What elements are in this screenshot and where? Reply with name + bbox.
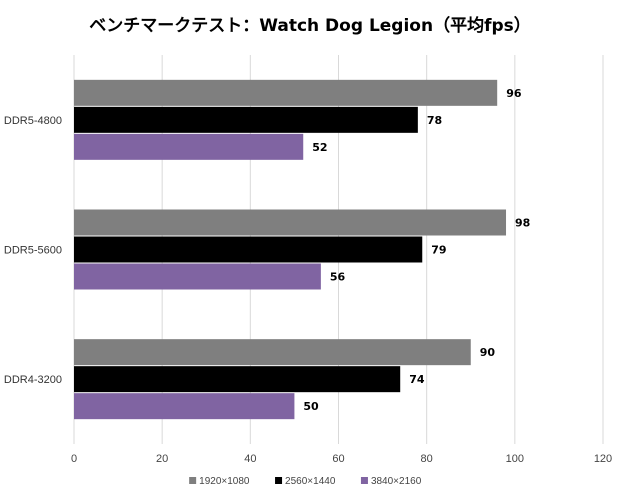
data-label: 78 bbox=[427, 114, 442, 127]
legend-label: 1920×1080 bbox=[199, 476, 250, 487]
bar bbox=[74, 236, 423, 263]
data-label: 90 bbox=[480, 346, 496, 359]
bar bbox=[74, 393, 295, 420]
legend-swatch bbox=[275, 477, 283, 484]
bars bbox=[74, 79, 507, 420]
x-tick-label: 20 bbox=[156, 453, 168, 465]
x-tick-label: 100 bbox=[506, 453, 524, 465]
data-label: 52 bbox=[312, 141, 327, 154]
data-label: 74 bbox=[409, 373, 425, 386]
chart-title: ベンチマークテスト：Watch Dog Legion（平均fps） bbox=[89, 15, 531, 36]
x-tick-label: 60 bbox=[332, 453, 344, 465]
bar bbox=[74, 106, 418, 133]
category-label: DDR5-5600 bbox=[4, 245, 62, 257]
data-label: 56 bbox=[330, 271, 346, 284]
legend: 1920×1080 2560×1440 3840×2160 bbox=[189, 476, 422, 487]
bar bbox=[74, 79, 498, 106]
labels: 0 20 40 60 80 100 120 DDR5-4800 96 78 52 DDR5-5600 9… bbox=[4, 87, 612, 465]
category-label: DDR5-4800 bbox=[4, 115, 62, 127]
legend-label: 3840×2160 bbox=[371, 476, 422, 487]
bar bbox=[74, 339, 471, 366]
x-tick-label: 40 bbox=[244, 453, 256, 465]
legend-label: 2560×1440 bbox=[285, 476, 336, 487]
data-label: 98 bbox=[515, 217, 530, 230]
legend-swatch bbox=[360, 477, 368, 484]
bar bbox=[74, 366, 401, 393]
data-label: 50 bbox=[303, 400, 319, 413]
x-tick-label: 120 bbox=[594, 453, 612, 465]
x-tick-label: 0 bbox=[71, 453, 77, 465]
category-label: DDR4-3200 bbox=[4, 374, 62, 386]
legend-swatch bbox=[189, 477, 197, 484]
bar bbox=[74, 263, 321, 290]
bar bbox=[74, 209, 507, 236]
x-tick-label: 80 bbox=[421, 453, 433, 465]
data-label: 79 bbox=[431, 244, 446, 257]
data-label: 96 bbox=[506, 87, 522, 100]
bar bbox=[74, 133, 304, 160]
